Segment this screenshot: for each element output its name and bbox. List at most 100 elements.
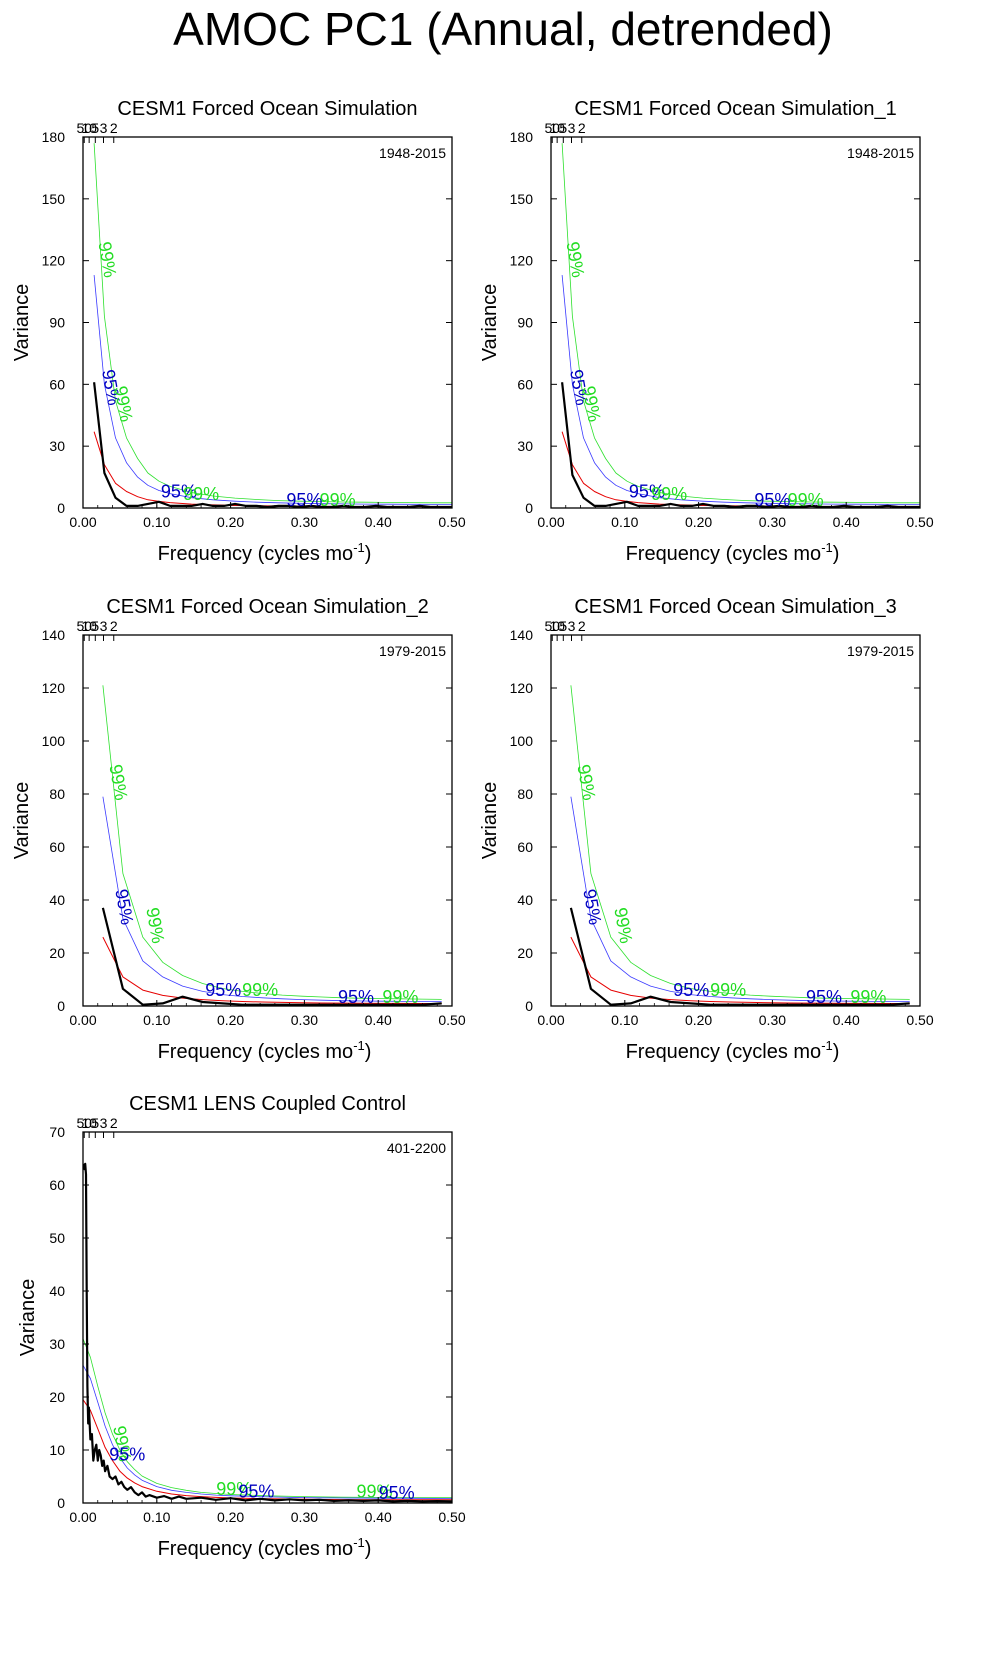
significance-label-99: 99% xyxy=(142,906,168,945)
y-axis-label: Variance xyxy=(11,284,33,361)
y-tick-label: 140 xyxy=(42,627,66,643)
y-tick-label: 0 xyxy=(57,500,65,516)
series-line-red-noise xyxy=(570,936,910,1004)
period-tick-label: 50 xyxy=(76,120,92,136)
period-tick-label: 10 xyxy=(81,1115,97,1131)
y-tick-label: 20 xyxy=(49,945,65,961)
y-tick-label: 0 xyxy=(525,998,533,1014)
x-axis-label-main: Frequency (cycles mo xyxy=(158,543,354,565)
x-tick-label: 0.50 xyxy=(906,1012,933,1028)
series-line-99pct xyxy=(93,143,452,504)
y-tick-label: 10 xyxy=(49,1442,65,1458)
series-line-99pct xyxy=(570,685,910,1000)
x-axis-label-main: Frequency (cycles mo xyxy=(158,1041,354,1063)
panel-title: CESM1 Forced Ocean Simulation xyxy=(117,98,417,120)
series-line-red-noise xyxy=(561,431,920,508)
series-line-spectrum xyxy=(83,1162,452,1503)
x-axis-label-superscript: -1 xyxy=(821,540,833,555)
y-tick-label: 60 xyxy=(517,376,533,392)
x-axis-label-superscript: -1 xyxy=(353,540,365,555)
series-line-spectrum xyxy=(561,382,920,508)
x-tick-label: 0.50 xyxy=(438,1012,465,1028)
series-line-red-noise xyxy=(102,936,442,1004)
period-tick-label: 10 xyxy=(549,618,565,634)
period-tick-label: 3 xyxy=(100,1115,108,1131)
chart-panel-forced-ocean: 99%95%99%95%99% 95%99%03060901201501800.0… xyxy=(11,98,466,565)
x-tick-label: 0.50 xyxy=(906,514,933,530)
y-tick-label: 0 xyxy=(57,998,65,1014)
series-line-99pct xyxy=(102,685,442,1000)
x-tick-label: 0.30 xyxy=(759,1012,786,1028)
y-tick-label: 60 xyxy=(49,1177,65,1193)
x-axis-label-close: ) xyxy=(365,543,372,565)
series-line-99pct xyxy=(561,143,920,504)
x-tick-label: 0.30 xyxy=(291,514,318,530)
significance-label-95: 95% xyxy=(806,987,842,1007)
x-axis-label-main: Frequency (cycles mo xyxy=(626,543,822,565)
period-tick-label: 2 xyxy=(578,120,586,136)
y-axis-label: Variance xyxy=(11,782,33,859)
x-tick-label: 0.50 xyxy=(438,1509,465,1525)
x-axis-label: Frequency (cycles mo-1) xyxy=(626,540,840,565)
panel-title: CESM1 Forced Ocean Simulation_3 xyxy=(574,596,896,618)
x-tick-label: 0.10 xyxy=(611,514,638,530)
plot-frame xyxy=(82,634,453,1007)
x-tick-label: 0.00 xyxy=(69,514,96,530)
x-tick-label: 0.20 xyxy=(685,1012,712,1028)
plot-frame xyxy=(550,136,921,509)
significance-label-99: 99% xyxy=(320,490,356,510)
significance-label-99: 99% xyxy=(216,1479,252,1499)
x-axis-label-close: ) xyxy=(365,1041,372,1063)
panel-title: CESM1 LENS Coupled Control xyxy=(129,1093,406,1115)
y-tick-label: 70 xyxy=(49,1124,65,1140)
x-axis-label-main: Frequency (cycles mo xyxy=(626,1041,822,1063)
x-tick-label: 0.10 xyxy=(611,1012,638,1028)
period-tick-label: 3 xyxy=(100,618,108,634)
significance-label-99: 99% xyxy=(579,384,605,423)
y-tick-label: 100 xyxy=(510,733,534,749)
y-tick-label: 40 xyxy=(517,892,533,908)
x-tick-label: 0.10 xyxy=(143,1509,170,1525)
x-tick-label: 0.20 xyxy=(685,514,712,530)
x-tick-label: 0.20 xyxy=(217,514,244,530)
period-tick-label: 10 xyxy=(81,120,97,136)
period-tick-label: 5 xyxy=(559,618,567,634)
period-tick-label: 3 xyxy=(100,120,108,136)
x-axis-label-superscript: -1 xyxy=(353,1038,365,1053)
x-axis-label-superscript: -1 xyxy=(821,1038,833,1053)
x-tick-label: 0.40 xyxy=(365,514,392,530)
significance-label-99: 99% xyxy=(382,987,418,1007)
y-tick-label: 0 xyxy=(525,500,533,516)
significance-label-95: 95% xyxy=(379,1483,415,1503)
y-tick-label: 120 xyxy=(510,253,534,269)
plot-area: 99%95%99%95%99% 95%99%03060901201501800.0… xyxy=(11,98,466,565)
y-tick-label: 90 xyxy=(517,315,533,331)
significance-label-99: 99% xyxy=(111,384,137,423)
chart-panel-forced-ocean-3: 99%95% 99%95% 99% 95% 99%0204060801001201400… xyxy=(479,596,934,1063)
x-tick-label: 0.40 xyxy=(365,1509,392,1525)
y-tick-label: 60 xyxy=(517,839,533,855)
period-tick-label: 3 xyxy=(568,618,576,634)
y-tick-label: 60 xyxy=(49,376,65,392)
x-axis-label-close: ) xyxy=(365,1538,372,1560)
y-tick-label: 60 xyxy=(49,839,65,855)
x-tick-label: 0.00 xyxy=(537,514,564,530)
significance-label-95: 95% xyxy=(338,987,374,1007)
significance-label-99: 99% xyxy=(356,1482,392,1502)
period-tick-label: 2 xyxy=(110,120,118,136)
x-tick-label: 0.40 xyxy=(833,1012,860,1028)
panel-year-range: 401-2200 xyxy=(387,1140,446,1156)
period-tick-label: 5 xyxy=(559,120,567,136)
y-tick-label: 20 xyxy=(49,1389,65,1405)
significance-label-99: 99% xyxy=(183,484,219,504)
panel-year-range: 1979-2015 xyxy=(379,643,446,659)
x-tick-label: 0.10 xyxy=(143,1012,170,1028)
period-tick-label: 50 xyxy=(76,1115,92,1131)
period-tick-label: 10 xyxy=(549,120,565,136)
period-tick-label: 50 xyxy=(544,618,560,634)
x-axis-label-close: ) xyxy=(833,543,840,565)
y-tick-label: 180 xyxy=(510,129,534,145)
y-tick-label: 120 xyxy=(42,253,66,269)
significance-label-95: 95% xyxy=(109,1445,145,1465)
